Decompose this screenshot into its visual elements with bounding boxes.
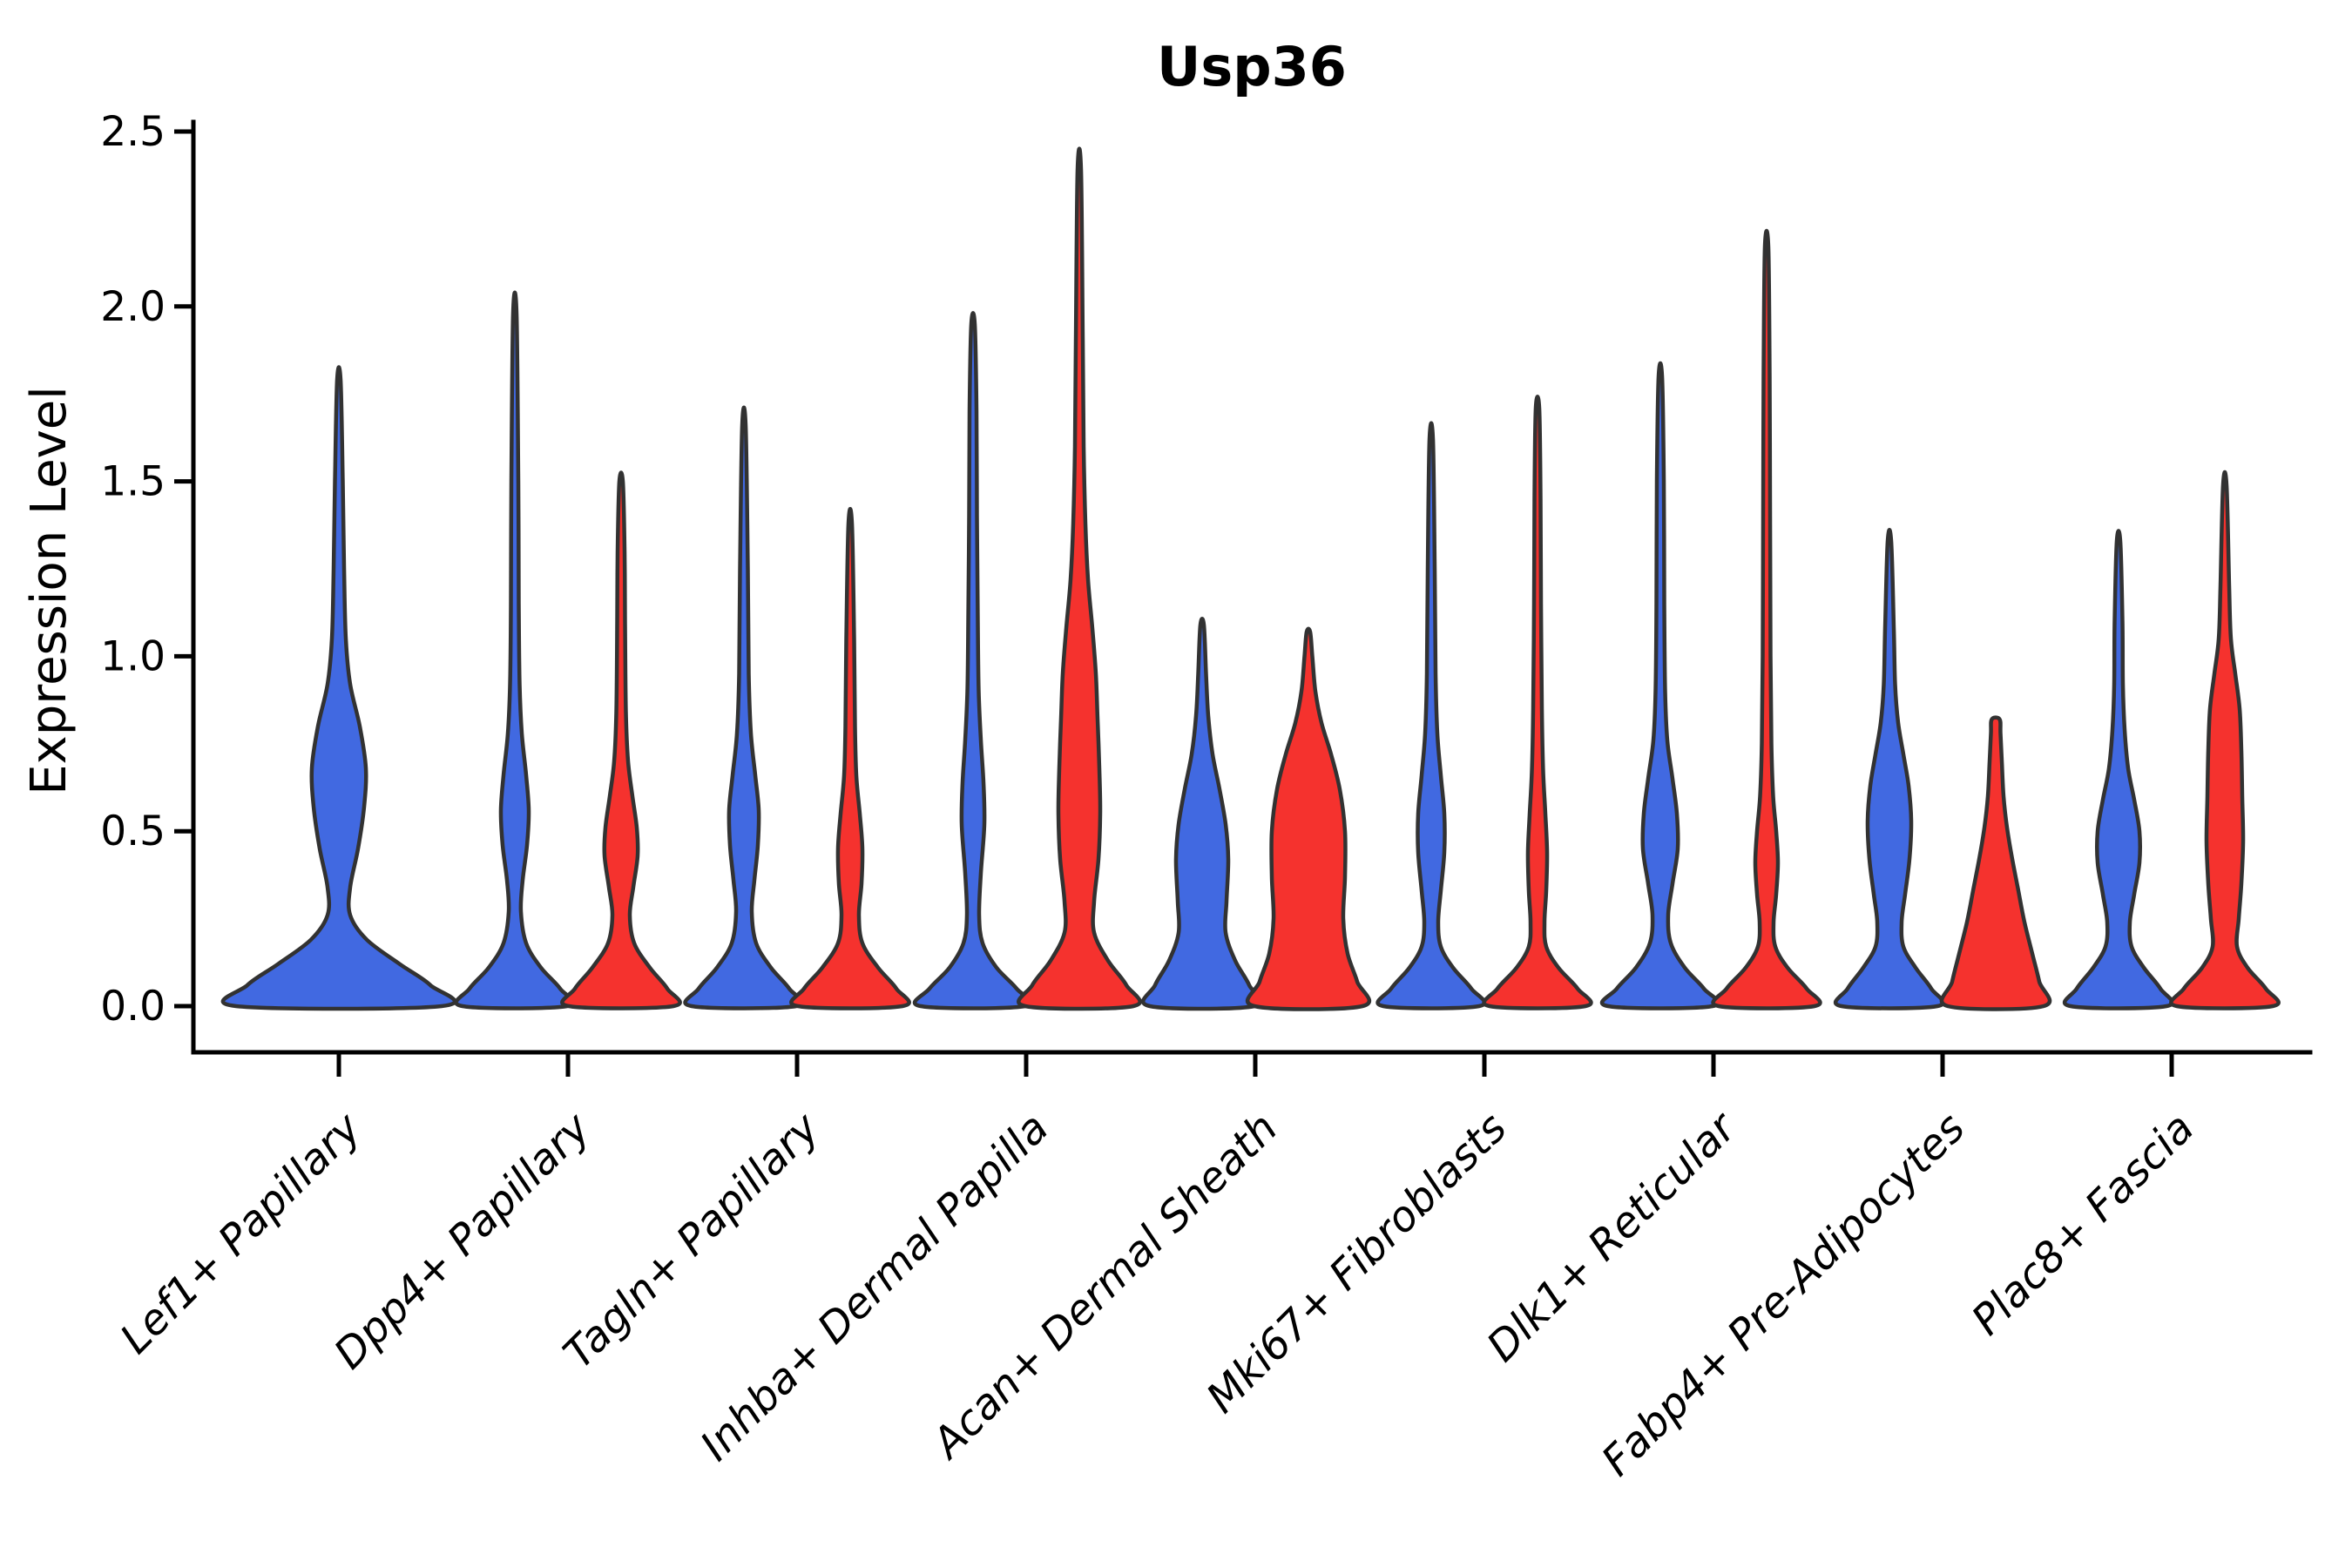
y-tick-label: 2.5 xyxy=(100,108,166,156)
violin-inhba-dermal-papilla-red xyxy=(1017,146,1142,1011)
violin-dpp4-papillary-blue xyxy=(454,290,576,1010)
x-tick-label: Fabp4+ Pre-Adipocytes xyxy=(1592,1104,1975,1486)
violin-tagln-papillary-red xyxy=(789,506,911,1010)
axis-spines xyxy=(191,119,2313,1055)
violin-dpp4-papillary-red xyxy=(560,470,682,1010)
violins-layer xyxy=(220,146,2281,1011)
chart-title: Usp36 xyxy=(1157,35,1347,98)
x-tick-label: Lef1+ Papillary xyxy=(111,1103,371,1363)
violin-inhba-dermal-papilla-blue xyxy=(912,311,1034,1010)
violin-fabp4-pre-adipocytes-blue xyxy=(1833,528,1946,1010)
violin-dlk1-reticular-blue xyxy=(1599,361,1721,1010)
violin-acan-dermal-sheath-red xyxy=(1245,626,1372,1011)
violin-fabp4-pre-adipocytes-red xyxy=(1939,715,2052,1011)
violin-plac8-fascia-red xyxy=(2169,470,2281,1010)
violin-acan-dermal-sheath-blue xyxy=(1141,617,1263,1011)
y-axis-label: Expression Level xyxy=(21,386,78,795)
x-tick-label: Dlk1+ Reticular xyxy=(1477,1102,1747,1372)
violin-mki67-fibroblasts-red xyxy=(1482,395,1593,1010)
y-axis: 0.0 0.5 1.0 1.5 2.0 2.5 xyxy=(100,108,193,1031)
x-tick-label: Plac8+ Fascia xyxy=(1963,1104,2204,1345)
violin-tagln-papillary-blue xyxy=(683,405,805,1010)
violin-dlk1-reticular-red xyxy=(1711,228,1822,1010)
violin-plac8-fascia-blue xyxy=(2062,529,2175,1010)
violin-mki67-fibroblasts-blue xyxy=(1375,421,1487,1010)
y-tick-label: 1.5 xyxy=(100,458,166,506)
x-tick-label: Dpp4+ Papillary xyxy=(325,1103,600,1378)
y-tick-label: 0.0 xyxy=(100,983,166,1031)
y-tick-label: 1.0 xyxy=(100,632,166,680)
x-tick-label: Tagln+ Papillary xyxy=(554,1103,829,1378)
violin-lef1-papillary-blue xyxy=(220,365,457,1011)
y-tick-label: 2.0 xyxy=(100,283,166,331)
y-tick-label: 0.5 xyxy=(100,808,166,855)
